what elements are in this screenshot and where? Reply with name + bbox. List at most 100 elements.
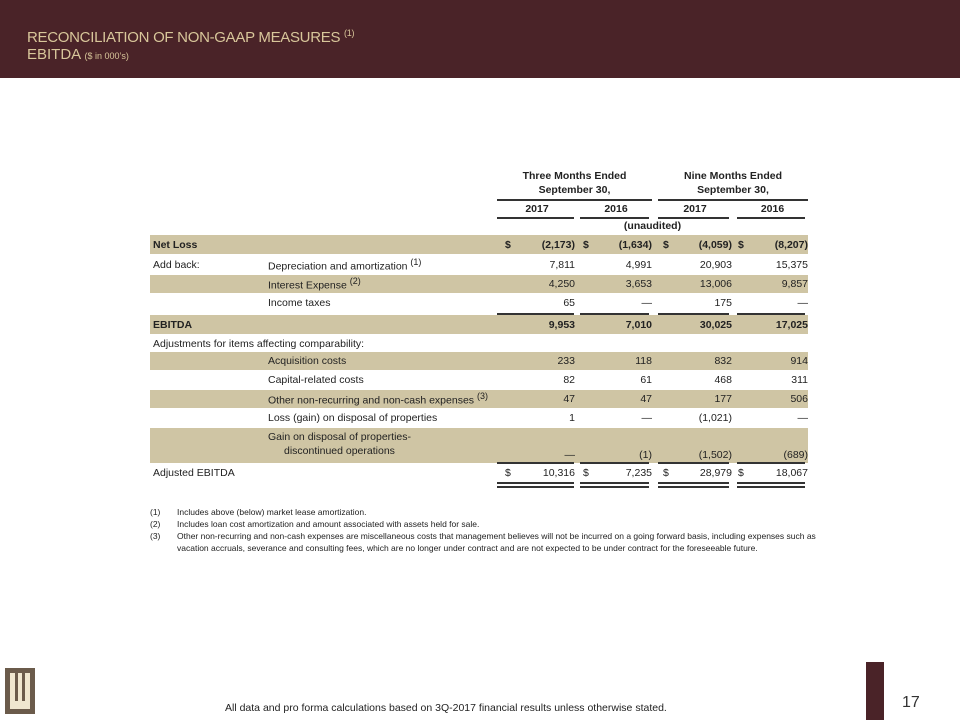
cell-value: 914 bbox=[790, 355, 808, 367]
cell-value: 311 bbox=[791, 374, 808, 386]
accent-bar bbox=[866, 662, 884, 720]
cell-value: 20,903 bbox=[699, 258, 732, 271]
cell-value: 7,811 bbox=[549, 258, 576, 271]
row-sublabel: Other non-recurring and non-cash expense… bbox=[268, 391, 488, 407]
footnote-number: (3) bbox=[150, 531, 161, 541]
row-sublabel: Income taxes bbox=[268, 297, 330, 309]
double-rule bbox=[580, 482, 649, 484]
cell-value: 10,316 bbox=[542, 466, 575, 479]
double-rule bbox=[497, 482, 574, 484]
table-row: Capital-related costs 82 61 468 311 bbox=[150, 371, 808, 389]
double-rule bbox=[658, 486, 729, 488]
year-header: 2016 bbox=[760, 203, 785, 215]
row-sublabel: Depreciation and amortization (1) bbox=[268, 257, 421, 273]
footnote-number: (1) bbox=[150, 507, 161, 517]
cell-value: (4,059) bbox=[698, 238, 732, 251]
cell-value: 832 bbox=[714, 355, 732, 367]
company-logo bbox=[5, 668, 35, 714]
subtotal-rule bbox=[497, 313, 574, 315]
footer-note: All data and pro forma calculations base… bbox=[225, 702, 667, 714]
year-header: 2016 bbox=[604, 203, 628, 215]
dollar-sign: $ bbox=[663, 466, 669, 479]
unaudited-label: (unaudited) bbox=[623, 220, 682, 232]
group-header-line1: Nine Months Ended bbox=[684, 170, 782, 182]
page-subtitle: EBITDA ($ in 000’s) bbox=[27, 46, 129, 63]
subtotal-rule bbox=[737, 313, 805, 315]
table-row: Loss (gain) on disposal of properties 1 — (… bbox=[150, 409, 808, 427]
row-sublabel: Gain on disposal of properties-discontin… bbox=[268, 430, 411, 458]
subtotal-rule bbox=[658, 313, 729, 315]
double-rule bbox=[737, 482, 805, 484]
cell-value: 233 bbox=[557, 355, 575, 367]
year-header: 2017 bbox=[525, 203, 549, 215]
cell-value: (2,173) bbox=[541, 238, 575, 251]
year-header: 2017 bbox=[683, 203, 707, 215]
header-rule bbox=[658, 199, 808, 201]
row-label: Adjusted EBITDA bbox=[153, 466, 235, 479]
dollar-sign: $ bbox=[583, 238, 589, 251]
double-rule bbox=[580, 486, 649, 488]
row-sublabel: Acquisition costs bbox=[268, 355, 346, 367]
cell-value: 177 bbox=[714, 393, 732, 405]
double-rule bbox=[497, 486, 574, 488]
sublabel-text: Gain on disposal of properties- bbox=[268, 431, 411, 443]
cell-value: 175 bbox=[714, 297, 732, 309]
header-rule bbox=[497, 199, 652, 201]
subtotal-rule bbox=[658, 462, 729, 464]
subtotal-rule bbox=[580, 462, 649, 464]
cell-value: 82 bbox=[563, 374, 575, 386]
cell-value: 1 bbox=[569, 412, 575, 424]
cell-value: 18,067 bbox=[775, 466, 808, 479]
footnote-ref: (2) bbox=[349, 276, 361, 287]
table-row: Add back: Depreciation and amortization (… bbox=[150, 255, 808, 274]
cell-value: 118 bbox=[635, 355, 652, 367]
year-rule bbox=[497, 217, 574, 219]
dollar-sign: $ bbox=[738, 238, 744, 251]
footnote-text: Includes above (below) market lease amor… bbox=[177, 507, 367, 517]
cell-value: — bbox=[797, 412, 809, 424]
subtotal-rule bbox=[580, 313, 649, 315]
group-header-line2: September 30, bbox=[538, 184, 611, 196]
page-number: 17 bbox=[902, 694, 920, 711]
cell-value: — bbox=[797, 297, 809, 309]
cell-value: 7,235 bbox=[625, 466, 652, 479]
cell-value: (8,207) bbox=[774, 238, 808, 251]
sublabel-text: Acquisition costs bbox=[268, 355, 347, 367]
cell-value: 3,653 bbox=[625, 278, 652, 290]
table-row: Acquisition costs 233 118 832 914 bbox=[150, 352, 808, 370]
cell-value: 47 bbox=[640, 393, 652, 405]
table-row: Other non-recurring and non-cash expense… bbox=[150, 390, 808, 408]
cell-value: (689) bbox=[783, 449, 808, 461]
cell-value: 13,006 bbox=[699, 278, 732, 290]
footnote-number: (2) bbox=[150, 519, 161, 529]
cell-value: 61 bbox=[640, 374, 652, 386]
subtotal-rule bbox=[497, 462, 574, 464]
cell-value: 28,979 bbox=[699, 466, 732, 479]
cell-value: 506 bbox=[790, 393, 808, 405]
dollar-sign: $ bbox=[505, 466, 511, 479]
double-rule bbox=[658, 482, 729, 484]
cell-value: 17,025 bbox=[775, 318, 808, 331]
table-row: Income taxes 65 — 175 — bbox=[150, 294, 808, 312]
year-rule bbox=[737, 217, 805, 219]
sublabel-text: Interest Expense bbox=[268, 279, 347, 292]
cell-value: 15,375 bbox=[775, 258, 808, 271]
table-row: Gain on disposal of properties-discontin… bbox=[150, 428, 808, 463]
row-label: Adjustments for items affecting comparab… bbox=[153, 337, 365, 350]
cell-value: (1,021) bbox=[698, 412, 732, 424]
cell-value: — bbox=[641, 412, 653, 424]
dollar-sign: $ bbox=[738, 466, 744, 479]
table-row: Adjusted EBITDA $10,316 $7,235 $28,979 $18,0… bbox=[150, 464, 808, 481]
cell-value: 468 bbox=[714, 374, 732, 386]
row-sublabel: Capital-related costs bbox=[268, 374, 364, 386]
sublabel-text-2: discontinued operations bbox=[284, 445, 395, 457]
footnote-ref: (1) bbox=[410, 256, 422, 267]
header-banner: RECONCILIATION OF NON-GAAP MEASURES (1) … bbox=[0, 0, 960, 78]
row-label: EBITDA bbox=[153, 318, 193, 331]
cell-value: — bbox=[564, 449, 576, 461]
dollar-sign: $ bbox=[583, 466, 589, 479]
sublabel-text: Income taxes bbox=[268, 297, 331, 309]
row-sublabel: Loss (gain) on disposal of properties bbox=[268, 412, 437, 424]
sublabel-text: Other non-recurring and non-cash expense… bbox=[268, 394, 475, 407]
group-header-line1: Three Months Ended bbox=[522, 170, 627, 182]
